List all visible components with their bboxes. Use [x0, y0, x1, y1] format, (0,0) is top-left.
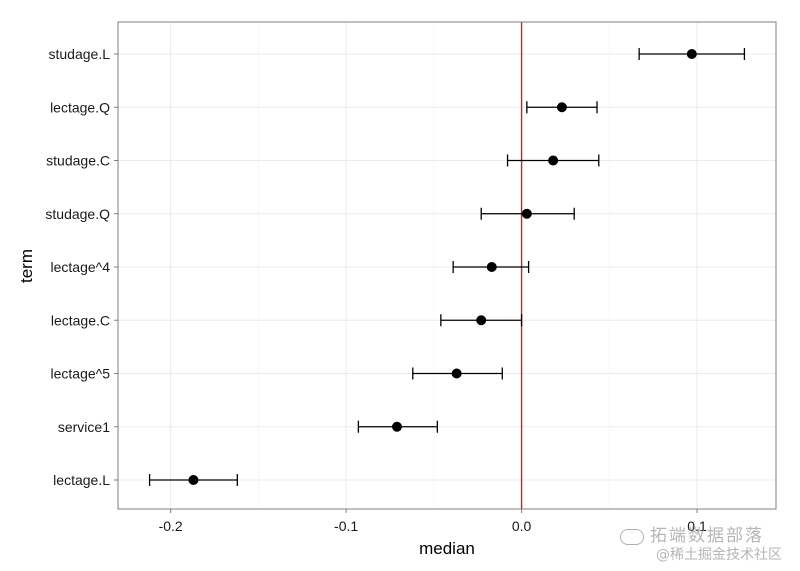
y-tick-label: studage.C [46, 153, 110, 169]
median-point [686, 49, 697, 59]
median-point [391, 421, 402, 432]
x-tick-label: -0.2 [159, 518, 183, 534]
median-point [451, 368, 462, 379]
y-tick-label: studage.Q [45, 206, 110, 222]
y-axis-title: term [17, 249, 36, 283]
median-points [188, 49, 697, 485]
y-tick-label: lectage.Q [50, 99, 110, 115]
x-axis-title: median [419, 539, 475, 558]
x-tick-label: 0.1 [687, 518, 707, 534]
y-tick-label: service1 [58, 419, 110, 435]
watermark: 拓端数据部落 @稀土掘金技术社区 [620, 521, 795, 564]
x-tick-labels: -0.2 -0.1 0.0 0.1 [159, 509, 707, 534]
watermark-sub: @稀土掘金技术社区 [656, 547, 782, 563]
y-tick-label: lectage^4 [51, 259, 111, 275]
median-point [548, 155, 559, 166]
median-point [556, 102, 567, 113]
plot-panel-background [118, 22, 776, 509]
median-point [476, 315, 487, 326]
chat-bubble-icon [620, 528, 644, 545]
y-tick-label: studage.L [49, 46, 111, 62]
median-point [521, 208, 532, 219]
y-tick-label: lectage^5 [51, 366, 111, 382]
x-tick-label: 0.0 [512, 518, 532, 534]
y-tick-label: lectage.L [53, 472, 110, 488]
median-point [188, 475, 199, 485]
watermark-brand: 拓端数据部落 [650, 526, 764, 546]
y-tick-labels: studage.L lectage.Q studage.C studage.Q lect… [45, 46, 118, 488]
plot-panel-border [117, 21, 777, 510]
x-tick-label: -0.1 [334, 518, 358, 534]
median-point [486, 262, 497, 272]
y-tick-label: lectage.C [51, 312, 110, 328]
